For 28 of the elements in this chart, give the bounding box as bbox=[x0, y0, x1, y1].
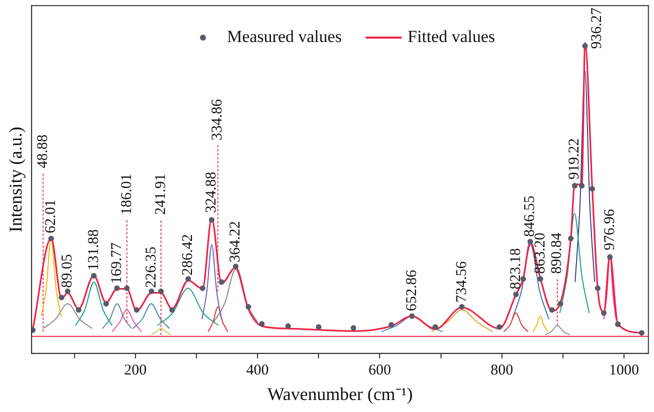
annotation: 364.22 bbox=[228, 221, 244, 262]
annotation: 734.56 bbox=[454, 260, 470, 302]
x-tick-label: 800 bbox=[490, 362, 514, 378]
annotation: 890.84 bbox=[549, 232, 566, 274]
annotation: 919.22 bbox=[566, 138, 583, 180]
annotation: 241.91 bbox=[152, 174, 169, 215]
y-axis-title: Intensity (a.u.) bbox=[6, 126, 26, 232]
annotation: 936.27 bbox=[588, 7, 605, 49]
x-axis-title: Wavenumber (cm⁻¹) bbox=[267, 384, 413, 404]
annotation: 226.35 bbox=[143, 246, 160, 288]
annotation: 286.42 bbox=[180, 234, 196, 276]
annotation: 62.01 bbox=[43, 199, 60, 234]
legend-label: Measured values bbox=[226, 27, 342, 46]
annotation: 334.86 bbox=[210, 98, 226, 140]
annotation: 131.88 bbox=[86, 229, 102, 270]
annotation: 976.96 bbox=[602, 208, 618, 250]
x-tick-label: 400 bbox=[246, 362, 269, 378]
annotation: 186.01 bbox=[118, 174, 135, 215]
annotation: 169.77 bbox=[108, 242, 125, 284]
x-tick-label: 600 bbox=[368, 362, 391, 378]
annotation: 652.86 bbox=[404, 269, 420, 312]
x-tick-label: 1000 bbox=[608, 362, 639, 378]
annotation: 89.05 bbox=[60, 254, 76, 288]
annotation: 324.88 bbox=[204, 172, 220, 214]
annotation: 823.18 bbox=[508, 248, 524, 290]
annotation: 48.88 bbox=[35, 134, 52, 168]
x-tick-label: 200 bbox=[124, 362, 147, 378]
legend-label: Fitted values bbox=[408, 27, 496, 46]
